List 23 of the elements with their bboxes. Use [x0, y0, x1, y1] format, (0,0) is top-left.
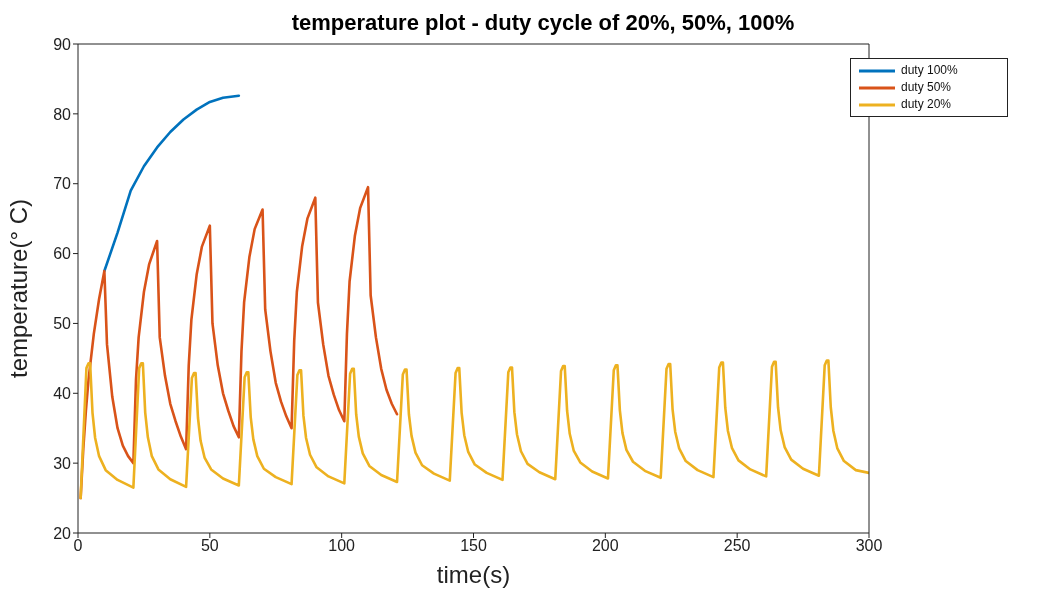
x-tick-label: 250	[723, 537, 751, 555]
x-tick-label: 300	[855, 537, 883, 555]
line-series	[103, 94, 241, 273]
y-tick-label: 90	[53, 35, 72, 53]
line-series	[79, 359, 869, 500]
x-tick-label: 0	[73, 537, 83, 555]
chart-title: temperature plot - duty cycle of 20%, 50%, 100%	[291, 10, 795, 35]
legend-label: duty 20%	[901, 96, 952, 113]
y-tick-label: 80	[53, 105, 72, 123]
y-tick-label: 70	[53, 175, 72, 193]
y-axis-title: temperature(° C)	[4, 199, 32, 378]
y-tick-label: 40	[53, 384, 72, 402]
x-tick-label: 50	[200, 537, 219, 555]
y-tick-label: 30	[53, 454, 72, 472]
x-tick-label: 150	[460, 537, 487, 555]
y-tick-label: 20	[53, 524, 72, 542]
x-tick-label: 100	[328, 537, 356, 555]
x-axis-title: time(s)	[436, 561, 511, 588]
legend-label: duty 50%	[901, 79, 952, 96]
y-tick-label: 50	[53, 315, 72, 333]
legend-label: duty 100%	[901, 62, 958, 79]
y-tick-label: 60	[53, 245, 72, 263]
x-tick-label: 200	[591, 537, 619, 555]
